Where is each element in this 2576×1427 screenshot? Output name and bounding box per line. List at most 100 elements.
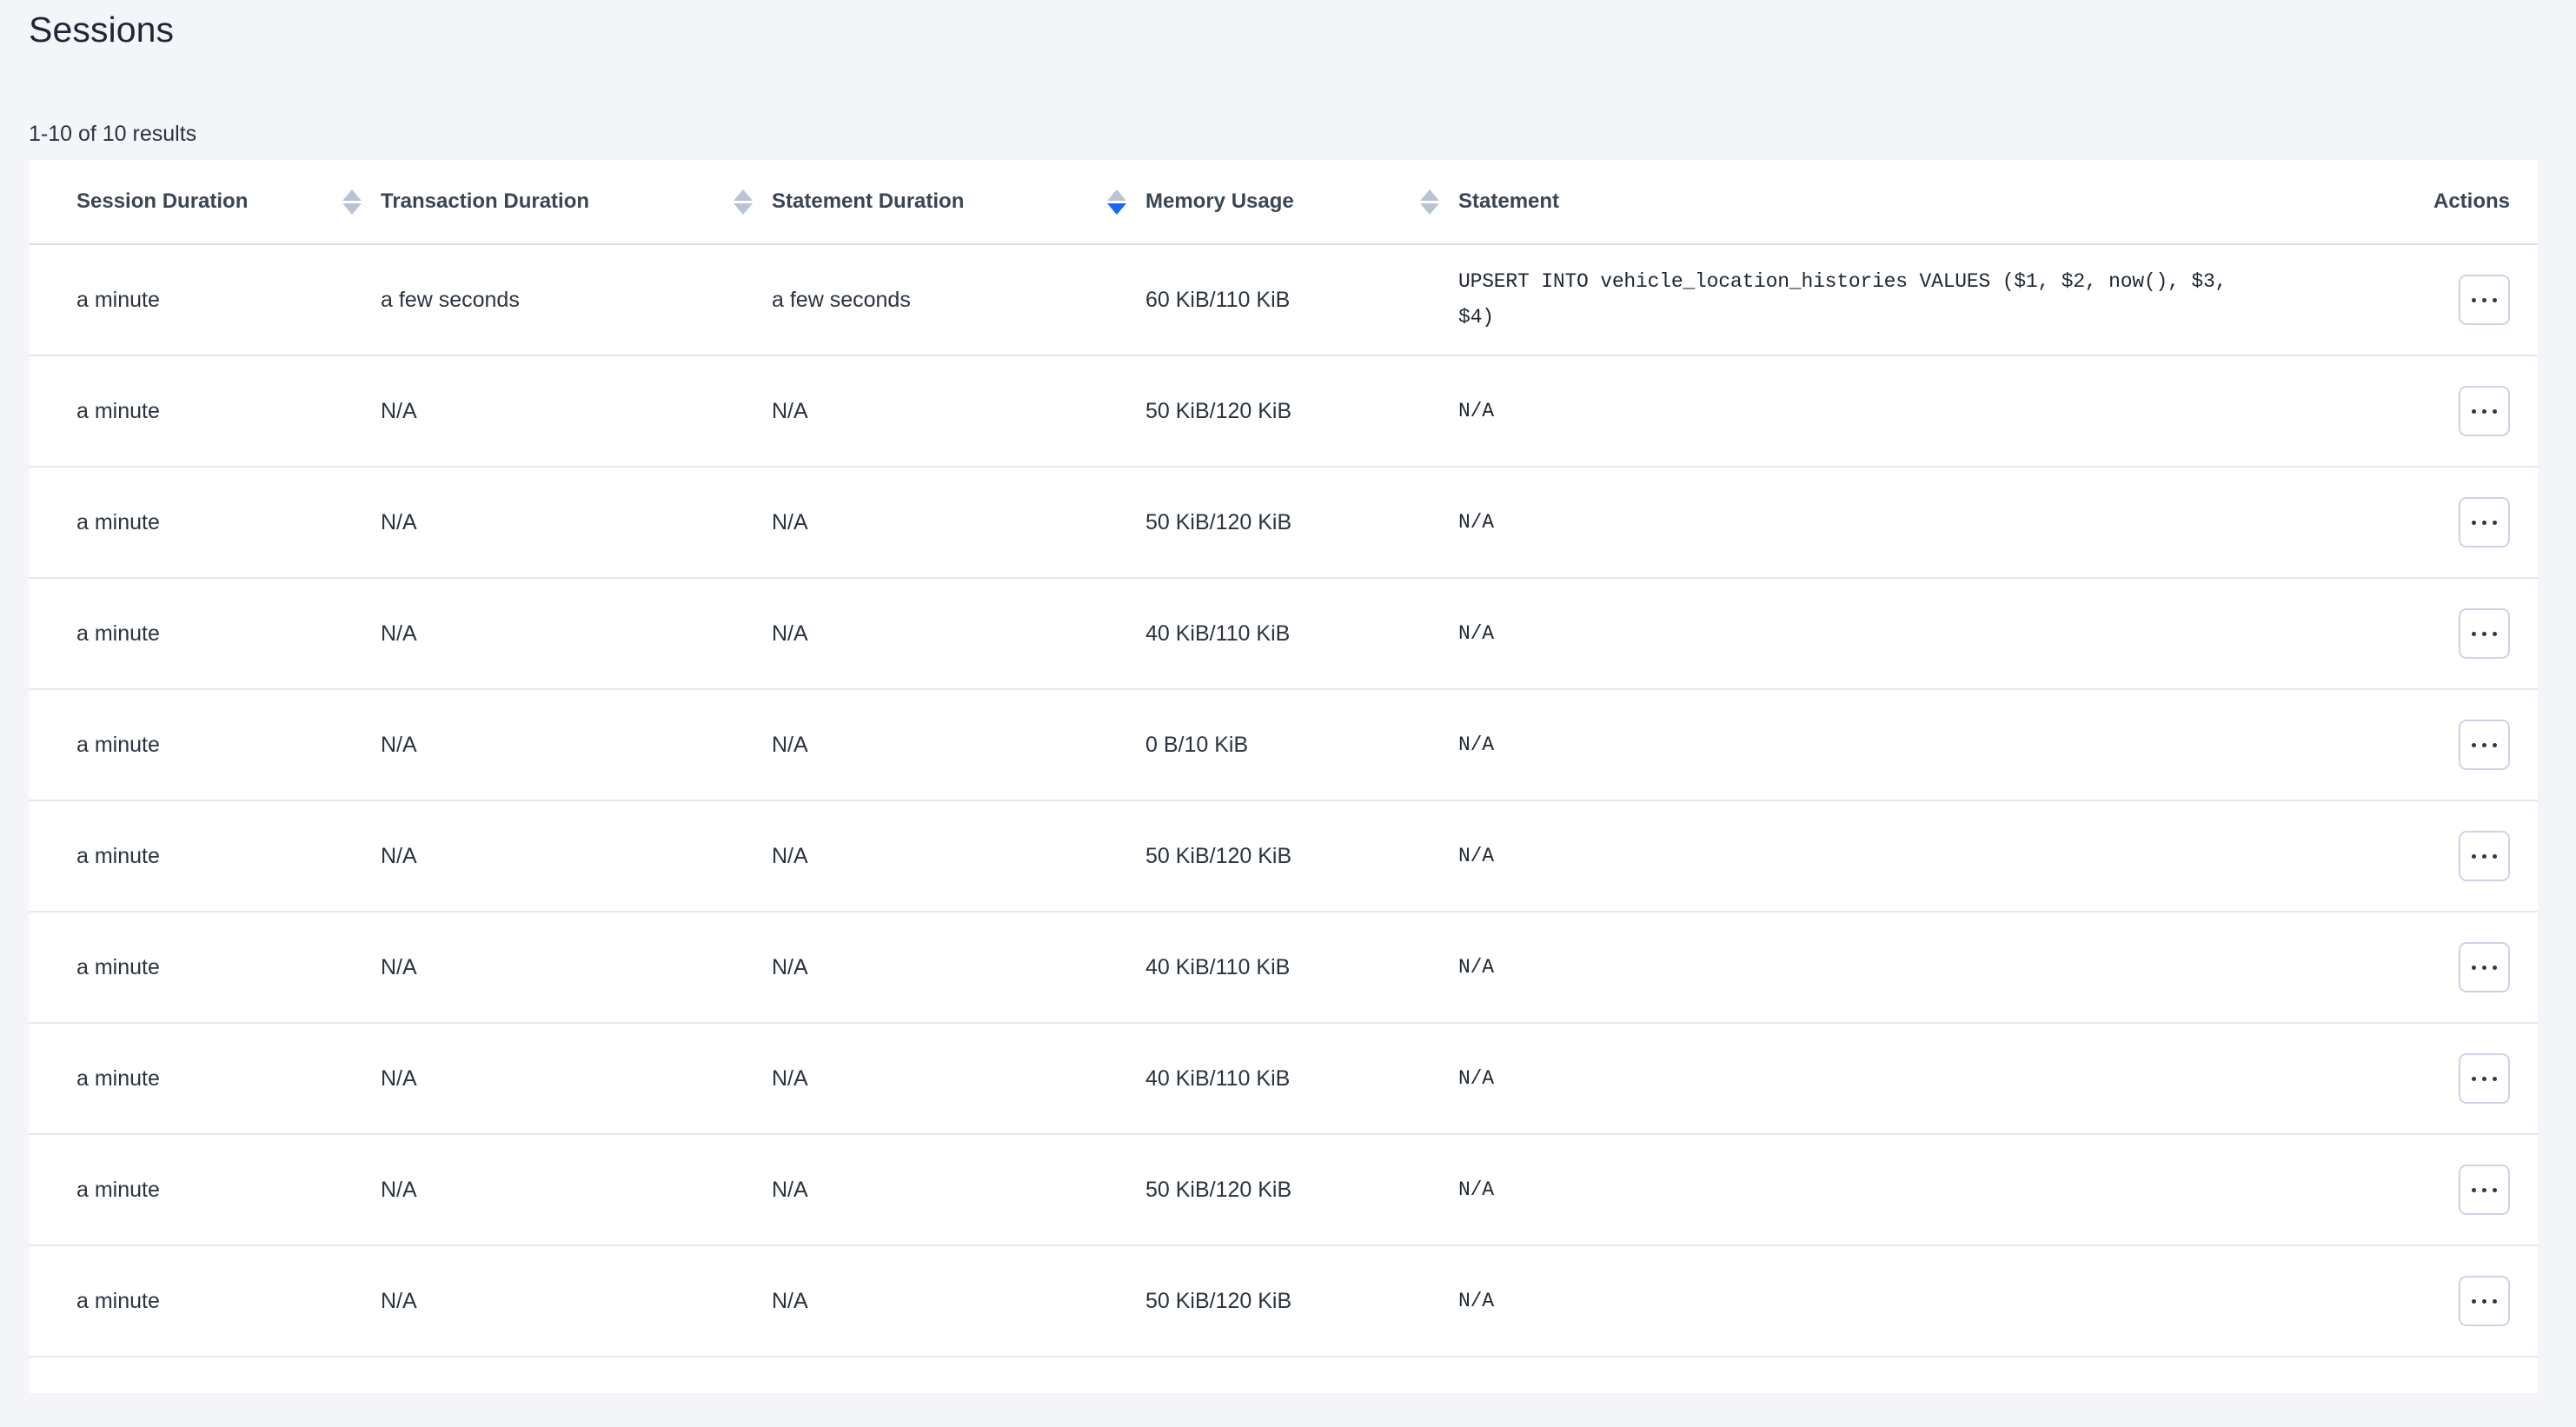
- row-actions-button[interactable]: [2459, 831, 2510, 881]
- sort-both-icon[interactable]: [732, 189, 754, 215]
- table-row: a minute N/A N/A 50 KiB/120 KiB N/A: [29, 355, 2538, 468]
- row-actions-button[interactable]: [2459, 608, 2510, 659]
- cell-statement: N/A: [1458, 1245, 2327, 1357]
- ellipsis-icon-dot: [2493, 297, 2497, 302]
- cell-content: a minute: [76, 399, 160, 423]
- row-actions-button[interactable]: [2459, 1053, 2510, 1104]
- cell-content: N/A: [381, 844, 417, 868]
- row-actions-button[interactable]: [2459, 942, 2510, 992]
- column-header-actions-inner: Actions: [2327, 160, 2538, 243]
- column-header-statement_duration[interactable]: Statement Duration: [772, 160, 1145, 245]
- page-title: Sessions: [29, 10, 175, 50]
- cell-content: [2327, 608, 2538, 659]
- sort-both-icon[interactable]: [341, 189, 363, 215]
- table-header-row: Session Duration Transaction Duration Stat…: [29, 160, 2538, 245]
- row-actions-button[interactable]: [2459, 497, 2510, 548]
- cell-session_duration: a minute: [29, 355, 381, 468]
- table-row: a minute N/A N/A 40 KiB/110 KiB N/A: [29, 912, 2538, 1024]
- ellipsis-icon-dot: [2493, 1187, 2497, 1192]
- cell-memory_usage: 50 KiB/120 KiB: [1145, 1245, 1458, 1357]
- ellipsis-icon-dot: [2472, 1187, 2476, 1192]
- cell-content: a minute: [76, 510, 160, 534]
- cell-transaction_duration: N/A: [381, 355, 772, 468]
- cell-content: N/A: [772, 1066, 808, 1091]
- cell-memory_usage: 50 KiB/120 KiB: [1145, 467, 1458, 579]
- cell-session_duration: a minute: [29, 1023, 381, 1135]
- cell-content: N/A: [772, 1178, 808, 1202]
- cell-session_duration: a minute: [29, 689, 381, 801]
- cell-actions: [2327, 244, 2538, 356]
- column-header-transaction_duration[interactable]: Transaction Duration: [381, 160, 772, 245]
- sort-descending-icon: [1420, 202, 1439, 215]
- cell-session_duration: a minute: [29, 467, 381, 579]
- table-row: a minute N/A N/A 0 B/10 KiB N/A: [29, 689, 2538, 801]
- cell-memory_usage: 50 KiB/120 KiB: [1145, 1134, 1458, 1246]
- table-body: a minute a few seconds a few seconds 60 KiB…: [29, 244, 2538, 1357]
- column-header-label: Statement Duration: [772, 189, 965, 213]
- table-row: a minute N/A N/A 40 KiB/110 KiB N/A: [29, 578, 2538, 690]
- cell-actions: [2327, 1134, 2538, 1246]
- sort-descending-icon: [342, 202, 362, 215]
- cell-content: a minute: [76, 1066, 160, 1091]
- cell-statement_duration: N/A: [772, 355, 1145, 468]
- cell-statement: N/A: [1458, 467, 2327, 579]
- ellipsis-icon-dot: [2472, 297, 2476, 302]
- table-row: a minute N/A N/A 50 KiB/120 KiB N/A: [29, 467, 2538, 579]
- ellipsis-icon-dot: [2493, 1298, 2497, 1304]
- sort-ascending-icon: [1420, 189, 1439, 201]
- cell-statement: N/A: [1458, 578, 2327, 690]
- table-row: a minute N/A N/A 40 KiB/110 KiB N/A: [29, 1023, 2538, 1135]
- ellipsis-icon-dot: [2482, 297, 2486, 302]
- cell-content: N/A: [381, 510, 417, 534]
- cell-statement: N/A: [1458, 912, 2327, 1024]
- sessions-table-card: Session Duration Transaction Duration Stat…: [29, 160, 2538, 1393]
- cell-statement_duration: N/A: [772, 1245, 1145, 1357]
- ellipsis-icon-dot: [2482, 1187, 2486, 1192]
- row-actions-button[interactable]: [2459, 275, 2510, 325]
- row-actions-button[interactable]: [2459, 1165, 2510, 1215]
- cell-transaction_duration: N/A: [381, 800, 772, 913]
- row-actions-button[interactable]: [2459, 1276, 2510, 1326]
- column-header-inner: Memory Usage: [1145, 160, 1458, 243]
- row-actions-button[interactable]: [2459, 386, 2510, 436]
- ellipsis-icon-dot: [2482, 520, 2486, 525]
- cell-content: N/A: [772, 1289, 808, 1313]
- cell-transaction_duration: N/A: [381, 1134, 772, 1246]
- column-header-inner: Session Duration: [29, 160, 381, 243]
- sort-desc-icon[interactable]: [1105, 189, 1128, 215]
- column-header-label: Statement: [1458, 189, 1560, 213]
- column-header-memory_usage[interactable]: Memory Usage: [1145, 160, 1458, 245]
- table-row: a minute N/A N/A 50 KiB/120 KiB N/A: [29, 800, 2538, 913]
- cell-statement_duration: N/A: [772, 800, 1145, 913]
- cell-statement: N/A: [1458, 1134, 2327, 1246]
- ellipsis-icon-dot: [2472, 631, 2476, 636]
- cell-content: 40 KiB/110 KiB: [1145, 955, 1291, 979]
- column-header-label: Actions: [2433, 189, 2510, 213]
- row-actions-button[interactable]: [2459, 720, 2510, 770]
- cell-content: a minute: [76, 288, 160, 312]
- ellipsis-icon-dot: [2482, 853, 2486, 859]
- cell-statement_duration: a few seconds: [772, 244, 1145, 356]
- cell-content: N/A: [772, 844, 808, 868]
- cell-content: N/A: [1458, 399, 1494, 422]
- cell-content: 50 KiB/120 KiB: [1145, 1289, 1292, 1313]
- cell-content: [2327, 497, 2538, 548]
- cell-content: N/A: [381, 621, 417, 646]
- cell-session_duration: a minute: [29, 912, 381, 1024]
- column-header-session_duration[interactable]: Session Duration: [29, 160, 381, 245]
- cell-session_duration: a minute: [29, 1245, 381, 1357]
- ellipsis-icon-dot: [2493, 520, 2497, 525]
- ellipsis-icon-dot: [2472, 408, 2476, 414]
- cell-content: N/A: [772, 399, 808, 423]
- cell-memory_usage: 40 KiB/110 KiB: [1145, 1023, 1458, 1135]
- ellipsis-icon-dot: [2493, 1076, 2497, 1081]
- ellipsis-icon-dot: [2482, 742, 2486, 747]
- table-row: a minute a few seconds a few seconds 60 KiB…: [29, 244, 2538, 356]
- cell-content: N/A: [772, 733, 808, 757]
- cell-transaction_duration: N/A: [381, 467, 772, 579]
- ellipsis-icon-dot: [2472, 1076, 2476, 1081]
- column-header-label: Memory Usage: [1145, 189, 1294, 213]
- sort-both-icon[interactable]: [1418, 189, 1441, 215]
- cell-content: 40 KiB/110 KiB: [1145, 1066, 1291, 1091]
- cell-transaction_duration: N/A: [381, 689, 772, 801]
